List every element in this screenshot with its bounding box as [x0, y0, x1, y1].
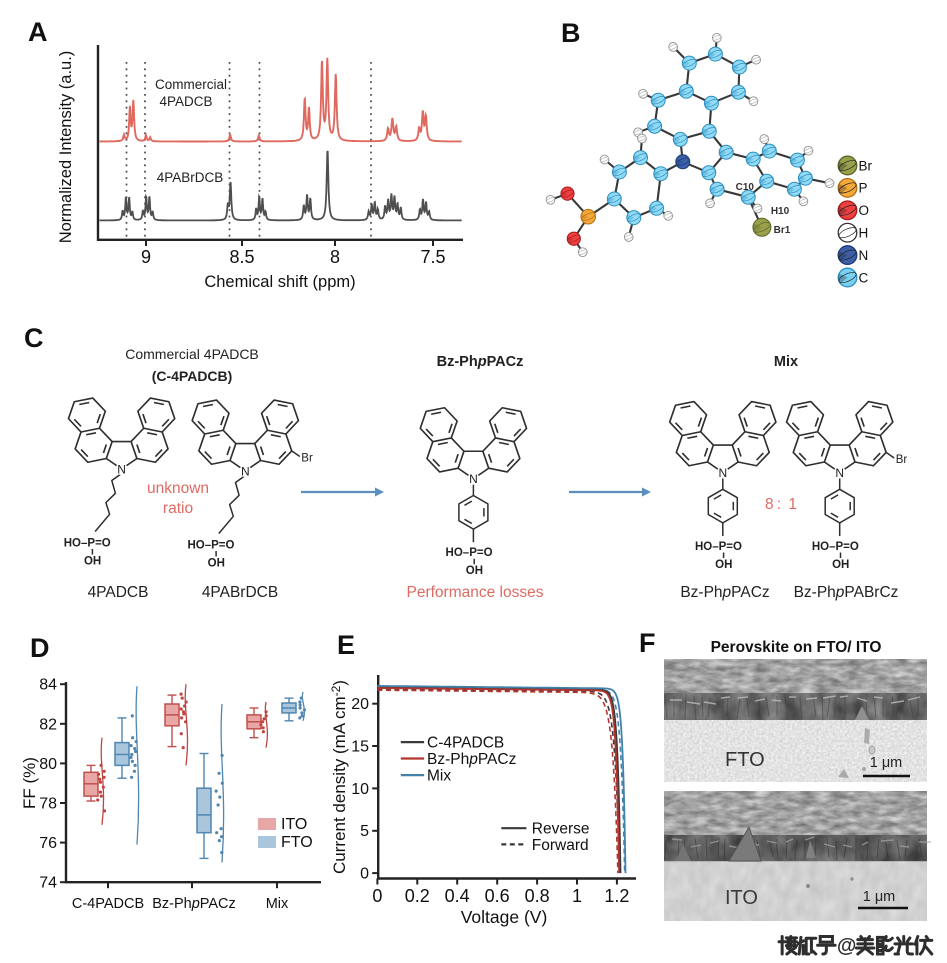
svg-text:20: 20: [351, 696, 369, 713]
svg-text:ITO: ITO: [725, 887, 758, 909]
svg-text:Bz-PhpPABrCz: Bz-PhpPABrCz: [794, 584, 899, 601]
svg-text:8 : 1: 8 : 1: [765, 496, 797, 513]
svg-text:Mix: Mix: [266, 896, 289, 912]
svg-text:Chemical shift (ppm): Chemical shift (ppm): [204, 273, 355, 291]
svg-text:Reverse: Reverse: [532, 821, 590, 838]
svg-text:N: N: [241, 465, 250, 479]
svg-text:0.4: 0.4: [445, 886, 470, 906]
svg-text:C-4PADCB: C-4PADCB: [72, 896, 144, 912]
svg-text:10: 10: [351, 781, 369, 798]
svg-text:Br: Br: [301, 453, 313, 465]
svg-text:Forward: Forward: [532, 837, 589, 854]
svg-text:OH: OH: [208, 558, 225, 570]
svg-text:0.2: 0.2: [405, 886, 430, 906]
svg-text:0.8: 0.8: [525, 886, 550, 906]
svg-text:HO–: HO–: [187, 540, 211, 552]
svg-text:80: 80: [39, 756, 57, 773]
svg-text:15: 15: [351, 739, 369, 756]
svg-text:7.5: 7.5: [420, 247, 445, 267]
svg-text:0: 0: [360, 866, 369, 883]
svg-text:84: 84: [39, 677, 57, 694]
svg-text:C-4PADCB: C-4PADCB: [427, 735, 504, 752]
svg-text:C: C: [24, 323, 44, 353]
svg-text:78: 78: [39, 796, 57, 813]
svg-text:OH: OH: [84, 556, 101, 568]
svg-text:P=O: P=O: [719, 541, 742, 553]
svg-text:Performance losses: Performance losses: [407, 584, 544, 601]
svg-text:HO–: HO–: [64, 538, 88, 550]
svg-text:1: 1: [572, 886, 582, 906]
svg-text:H: H: [859, 226, 869, 241]
svg-text:1 μm: 1 μm: [870, 755, 903, 771]
svg-text:1 μm: 1 μm: [863, 889, 896, 905]
svg-text:D: D: [30, 633, 50, 663]
svg-text:P=O: P=O: [211, 540, 234, 552]
svg-text:5: 5: [360, 823, 369, 840]
svg-text:0.6: 0.6: [485, 886, 510, 906]
svg-text:Bz-PhpPACz: Bz-PhpPACz: [680, 584, 769, 601]
svg-text:4PADCB: 4PADCB: [88, 584, 149, 601]
svg-text:74: 74: [39, 875, 57, 892]
svg-text:82: 82: [39, 716, 57, 733]
svg-text:P=O: P=O: [469, 547, 492, 559]
svg-text:N: N: [718, 466, 727, 480]
svg-text:Mix: Mix: [774, 354, 798, 370]
svg-text:4PABrDCB: 4PABrDCB: [202, 584, 278, 601]
svg-text:8: 8: [330, 247, 340, 267]
svg-text:@: @: [837, 935, 857, 957]
svg-text:N: N: [859, 248, 869, 263]
svg-text:N: N: [117, 463, 126, 477]
svg-text:N: N: [469, 472, 478, 486]
svg-text:C: C: [859, 270, 869, 285]
svg-text:OH: OH: [715, 559, 732, 571]
svg-text:76: 76: [39, 835, 57, 852]
svg-text:Commercial: Commercial: [155, 77, 227, 92]
svg-text:C10: C10: [736, 182, 755, 193]
svg-text:ratio: ratio: [163, 500, 193, 517]
svg-text:Bz-PhpPACz: Bz-PhpPACz: [427, 751, 516, 768]
svg-text:HO–: HO–: [695, 541, 719, 553]
svg-text:1.2: 1.2: [604, 886, 629, 906]
svg-text:ITO: ITO: [281, 816, 307, 833]
svg-text:Mix: Mix: [427, 768, 451, 785]
svg-text:Commercial 4PADCB: Commercial 4PADCB: [125, 346, 259, 362]
svg-text:OH: OH: [832, 559, 849, 571]
svg-text:FF (%): FF (%): [20, 757, 39, 809]
svg-text:OH: OH: [466, 565, 483, 577]
svg-text:P=O: P=O: [836, 541, 859, 553]
svg-text:N: N: [835, 466, 844, 480]
svg-text:Voltage (V): Voltage (V): [461, 907, 548, 927]
svg-text:Br: Br: [859, 158, 873, 173]
svg-text:Br1: Br1: [774, 225, 791, 236]
svg-text:P: P: [859, 181, 868, 196]
svg-text:F: F: [639, 628, 656, 658]
svg-text:Perovskite on FTO/ ITO: Perovskite on FTO/ ITO: [711, 639, 882, 656]
svg-text:Br: Br: [896, 454, 908, 466]
svg-text:4PABrDCB: 4PABrDCB: [157, 170, 224, 185]
svg-text:9: 9: [141, 247, 151, 267]
svg-text:Normalized Intensity (a.u.): Normalized Intensity (a.u.): [57, 51, 75, 244]
svg-text:HO–: HO–: [446, 547, 470, 559]
svg-text:0: 0: [372, 886, 382, 906]
svg-text:8.5: 8.5: [229, 247, 254, 267]
svg-text:FTO: FTO: [725, 749, 765, 771]
svg-text:Bz-PhpPACz: Bz-PhpPACz: [152, 896, 236, 912]
svg-text:(C-4PADCB): (C-4PADCB): [152, 368, 233, 384]
svg-text:unknown: unknown: [147, 480, 209, 497]
svg-text:FTO: FTO: [281, 834, 313, 851]
svg-text:O: O: [859, 203, 870, 218]
svg-text:E: E: [337, 630, 355, 660]
svg-text:Bz-PhpPACz: Bz-PhpPACz: [437, 354, 524, 370]
svg-text:A: A: [28, 17, 48, 47]
svg-text:Current density (mA cm-2): Current density (mA cm-2): [329, 680, 349, 874]
svg-text:4PADCB: 4PADCB: [159, 94, 212, 109]
svg-text:H10: H10: [771, 206, 790, 217]
svg-text:HO–: HO–: [812, 541, 836, 553]
svg-text:P=O: P=O: [87, 538, 110, 550]
svg-text:B: B: [561, 18, 581, 48]
